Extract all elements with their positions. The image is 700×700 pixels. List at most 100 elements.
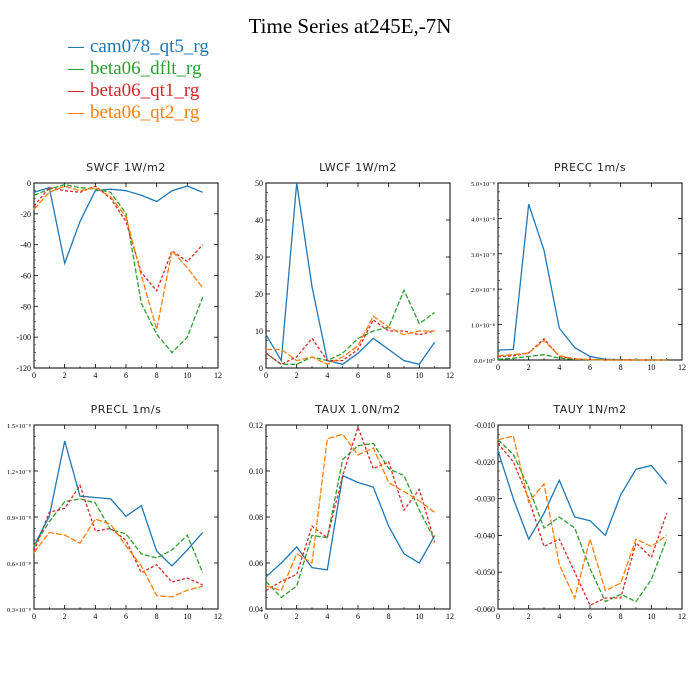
series-line-beta06_dflt_rg [33,183,204,354]
x-tick-label: 10 [415,612,423,621]
series-line-beta06_dflt_rg [265,442,436,599]
series-line-beta06_qt1_rg [265,425,436,592]
series-line-cam078_qt5_rg [497,203,667,361]
x-tick-label: 12 [214,371,222,380]
y-tick-label: -100 [16,333,31,342]
x-tick-label: 10 [183,612,191,621]
legend-item: beta06_qt2_rg [68,102,199,124]
y-tick-label: -60 [20,272,31,281]
panel-title: PRECC 1m/s [554,161,626,174]
y-tick-label: 40 [255,216,263,225]
y-tick-label: -0.010 [474,421,495,430]
y-tick-label: -40 [20,241,31,250]
x-tick-label: 6 [124,371,128,380]
panel-title: TAUY 1N/m2 [552,403,626,416]
series-line-beta06_qt2_rg [33,185,204,330]
series-line-cam078_qt5_rg [33,440,204,567]
series-line-beta06_dflt_rg [33,498,204,573]
series-line-beta06_qt2_rg [497,339,667,361]
figure-title: Time Series at245E,-7N [248,14,452,38]
legend-swatch [68,69,84,71]
x-tick-label: 6 [588,612,592,621]
y-tick-label: -0.030 [474,495,495,504]
x-tick-label: 10 [183,371,191,380]
y-tick-label: -0.020 [474,458,495,467]
x-tick-label: 12 [446,612,454,621]
y-tick-label: 0.08 [249,513,263,522]
x-tick-label: 4 [325,612,329,621]
y-tick-label: 0 [259,364,263,373]
plot-frame [497,182,683,361]
y-tick-label: -0.050 [474,568,495,577]
x-tick-label: 0 [496,612,500,621]
chart-panel: SWCF 1W/m2 0 2 4 6 8 10 12 0 -20 -40 -60 -80 -100 -120 [16,161,222,380]
series-line-beta06_qt2_rg [265,433,436,592]
panel-title: PRECL 1m/s [91,403,162,416]
x-tick-label: 2 [295,371,299,380]
legend-swatch [68,91,84,93]
legend-item: cam078_qt5_rg [68,36,209,58]
x-tick-label: 12 [214,612,222,621]
x-tick-label: 10 [647,363,655,372]
y-tick-label: -120 [16,364,31,373]
x-tick-label: 2 [527,612,531,621]
x-tick-label: 2 [527,363,531,372]
x-tick-label: 0 [264,371,268,380]
y-tick-label: 1.2×10⁻⁸ [7,469,32,476]
y-tick-label: 0.3×10⁻⁸ [7,607,32,614]
x-tick-label: 2 [63,612,67,621]
y-tick-label: 10 [255,327,263,336]
series-line-beta06_qt1_rg [265,318,435,366]
plot-frame [497,424,683,610]
chart-panel: TAUY 1N/m2 0 2 4 6 8 10 12 -0.010 -0.020 -0.030 -0.… [474,403,686,621]
series-line-beta06_dflt_rg [497,354,667,361]
series-line-beta06_dflt_rg [265,288,436,365]
x-tick-label: 8 [387,612,391,621]
legend-item: beta06_qt1_rg [68,80,199,102]
x-tick-label: 8 [619,612,623,621]
x-tick-label: 12 [678,363,686,372]
x-tick-label: 4 [93,371,97,380]
y-tick-label: 3.0×10⁻⁸ [471,252,496,259]
plot-frame [33,182,219,369]
plot-frame [265,182,451,369]
series-line-beta06_qt2_rg [266,315,435,366]
series-line-cam078_qt5_rg [265,182,436,366]
y-tick-label: 0.04 [249,605,263,614]
y-tick-label: 0 [27,179,31,188]
chart-panel: TAUX 1.0N/m2 0 2 4 6 8 10 12 0.12 0.10 0.08 0.06 0.0… [249,403,454,621]
y-tick-label: -80 [20,302,31,311]
x-tick-label: 8 [155,371,159,380]
chart-panel: PRECL 1m/s 0 2 4 6 8 10 12 1.5×10⁻⁸ 1.2×10⁻⁸ 0.9×1… [7,403,222,621]
chart-panel: PRECC 1m/s 0 2 4 6 8 10 12 5.0×10⁻⁸ 4.0×10⁻⁸ 3.0×1… [471,161,686,372]
series-line-beta06_qt2_rg [33,518,203,598]
x-tick-label: 6 [356,371,360,380]
legend-label: beta06_qt2_rg [90,102,200,123]
x-tick-label: 4 [325,371,329,380]
x-tick-label: 8 [619,363,623,372]
y-tick-label: 2.0×10⁻⁸ [471,287,496,294]
y-tick-label: 0.6×10⁻⁸ [7,561,32,568]
y-tick-label: 0.9×10⁻⁸ [7,515,32,522]
series-line-beta06_dflt_rg [497,439,668,603]
x-tick-label: 0 [496,363,500,372]
x-tick-label: 8 [387,371,391,380]
series-line-cam078_qt5_rg [265,474,436,578]
y-tick-label: -20 [20,210,31,219]
panel-title: TAUX 1.0N/m2 [314,403,401,416]
legend-item: beta06_dflt_rg [68,58,202,80]
x-tick-label: 0 [264,612,268,621]
y-tick-label: 1.5×10⁻⁸ [7,423,32,430]
y-tick-label: 0.06 [249,559,263,568]
chart-panel: LWCF 1W/m2 0 2 4 6 8 10 12 50 40 30 20 10 0 [255,161,454,380]
legend-label: beta06_qt1_rg [90,80,200,101]
y-tick-label: 5.0×10⁻⁸ [471,181,496,188]
series-line-cam078_qt5_rg [33,185,203,266]
y-tick-label: 1.0×10⁻⁸ [471,323,496,330]
y-tick-label: -0.060 [474,605,495,614]
x-tick-label: 12 [678,612,686,621]
x-tick-label: 8 [155,612,159,621]
panel-title: SWCF 1W/m2 [86,161,166,174]
x-tick-label: 10 [647,612,655,621]
